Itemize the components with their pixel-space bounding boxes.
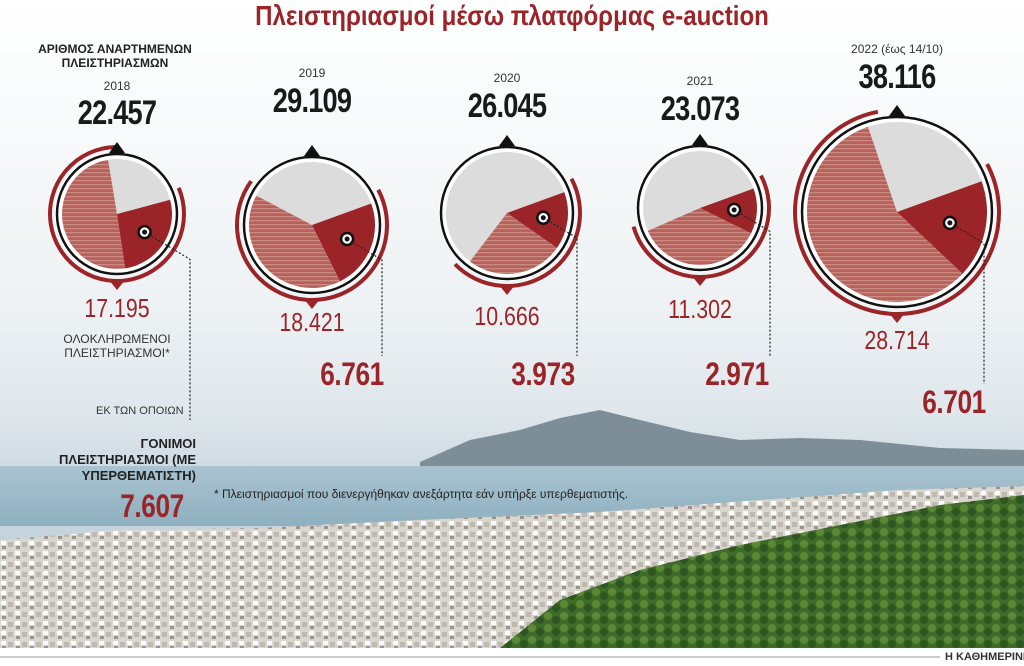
completed-arc-2020	[453, 177, 582, 288]
completed-arc-2018	[48, 145, 186, 283]
leader-line-2018	[144, 231, 191, 420]
slice-remaining-2022	[867, 121, 982, 212]
total-pointer-2022	[889, 105, 905, 116]
leader-line-2022	[949, 222, 985, 384]
total-pointer-2021	[692, 134, 708, 145]
year-label-2020: 2020	[493, 71, 521, 85]
total-pointer-2019	[304, 145, 320, 156]
publisher-credit: Η ΚΑΘΗΜΕΡΙΝΗ	[945, 651, 1024, 663]
slice-completed-2020	[469, 213, 558, 274]
leader-line-2020	[542, 217, 578, 356]
total-value-2020: 26.045	[467, 87, 547, 125]
total-value-2022: 38.116	[858, 58, 937, 96]
completed-arc-2021	[631, 174, 771, 279]
completed-value-2020: 10.666	[474, 301, 540, 331]
pie-border-2019	[242, 155, 382, 295]
fruitful-total-value: 7.607	[120, 488, 184, 524]
year-label-2019: 2019	[298, 66, 326, 80]
pie-border-2020	[439, 145, 575, 281]
mountain	[420, 410, 1024, 470]
completed-value-2021: 11.302	[668, 294, 732, 324]
completed-value-2018: 17.195	[84, 293, 150, 323]
slice-completed-2019	[248, 195, 340, 288]
completed-value-2019: 18.421	[279, 307, 345, 337]
total-posted-label: ΑΡΙΘΜΟΣ ΑΝΑΡΤΗΜΕΝΩΝ ΠΛΕΙΣΤΗΡΙΑΣΜΩΝ	[38, 42, 192, 70]
slice-completed-2022	[807, 126, 963, 302]
completed-pointer-2021	[692, 276, 708, 286]
pie-border-2021	[636, 144, 764, 272]
total-pointer-2020	[499, 135, 515, 146]
fruitful-value-2022: 6.701	[922, 384, 986, 420]
year-label-2018: 2018	[103, 79, 131, 93]
total-value-2021: 23.073	[660, 90, 740, 128]
total-value-2018: 22.457	[77, 94, 157, 132]
slice-completed-2021	[647, 208, 752, 265]
footnote: * Πλειστηριασμοί που διενεργήθηκαν ανεξά…	[214, 487, 629, 501]
fruitful-label: ΓΟΝΙΜΟΙ ΠΛΕΙΣΤΗΡΙΑΣΜΟΙ (ΜΕ ΥΠΕΡΘΕΜΑΤΙΣΤΗ…	[59, 436, 196, 483]
total-pointer-2018	[109, 142, 125, 153]
completed-pointer-2022	[889, 313, 905, 323]
year-label-2022: 2022 (έως 14/10)	[851, 42, 943, 56]
slice-remaining-2018	[108, 159, 171, 214]
slice-completed-2018	[62, 159, 126, 269]
slice-remaining-2021	[643, 151, 754, 231]
completed-arc-2022	[793, 109, 1001, 316]
chart-title: Πλειστηριασμοί μέσω πλατφόρμας e-auction	[255, 0, 769, 31]
pie-charts	[48, 105, 1001, 420]
slice-remaining-2019	[256, 161, 372, 225]
slice-remaining-2020	[445, 151, 565, 262]
completed-pointer-2018	[109, 280, 125, 290]
fruitful-value-2020: 3.973	[511, 356, 575, 392]
fruitful-value-2021: 2.971	[705, 356, 769, 392]
pie-border-2018	[55, 152, 179, 276]
slice-fruitful-2022	[897, 181, 987, 274]
of-which-label: ΕΚ ΤΩΝ ΟΠΟΙΩΝ	[96, 405, 184, 417]
fruitful-value-2019: 6.761	[320, 356, 384, 392]
pie-border-2022	[800, 115, 994, 309]
forest	[500, 495, 1024, 648]
completed-value-2022: 28.714	[864, 325, 930, 355]
completed-label: ΟΛΟΚΛΗΡΩΜΕΝΟΙ ΠΛΕΙΣΤΗΡΙΑΣΜΟΙ*	[63, 332, 171, 360]
leader-line-2021	[733, 209, 771, 356]
leader-line-2019	[346, 238, 383, 356]
total-value-2019: 29.109	[272, 82, 352, 120]
year-label-2021: 2021	[686, 74, 714, 88]
completed-pointer-2020	[499, 285, 515, 295]
completed-pointer-2019	[304, 299, 320, 309]
